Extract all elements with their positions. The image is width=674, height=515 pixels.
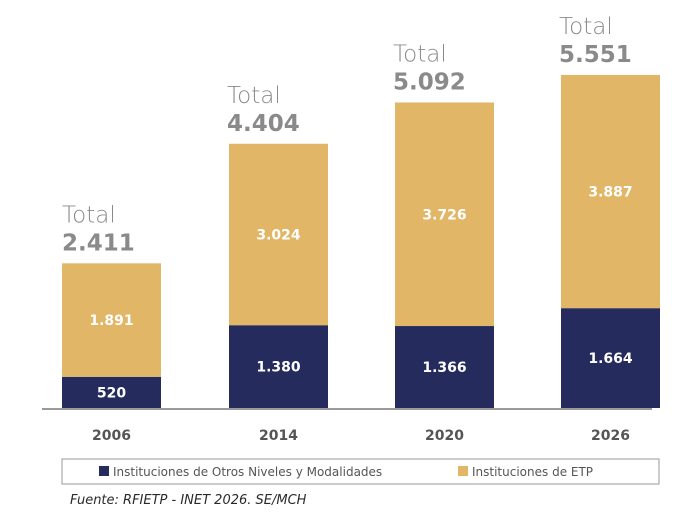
x-tick-label-2014: 2014 (259, 428, 298, 444)
bar-segment-otros-niveles-2026 (561, 308, 660, 408)
bar-segment-etp-2014 (229, 143, 328, 326)
total-value-2026: 5.551 (559, 42, 632, 68)
total-word-2020: Total (393, 41, 447, 67)
legend-label-otros-niveles: Instituciones de Otros Niveles y Modalid… (113, 465, 382, 479)
total-word-2006: Total (62, 202, 116, 228)
source-note: Fuente: RFIETP - INET 2026. SE/MCH (70, 493, 307, 508)
total-word-2026: Total (559, 14, 613, 40)
legend-box (61, 458, 660, 485)
bar-segment-otros-niveles-2014 (229, 325, 328, 408)
total-word-2014: Total (227, 83, 281, 109)
total-value-2020: 5.092 (393, 69, 466, 95)
bar-segment-otros-niveles-2020 (395, 326, 494, 408)
data-label-otros-niveles-2014: 1.380 (256, 360, 301, 376)
x-axis: 2006 2014 2020 2026 (42, 408, 652, 444)
data-label-otros-niveles-2020: 1.366 (422, 360, 466, 376)
data-label-etp-2026: 3.887 (588, 185, 632, 201)
legend: Instituciones de Otros Niveles y Modalid… (61, 458, 660, 485)
total-value-2006: 2.411 (62, 230, 135, 256)
x-tick-label-2020: 2020 (425, 428, 464, 444)
data-label-otros-niveles-2006: 520 (97, 385, 126, 401)
data-label-otros-niveles-2026: 1.664 (588, 351, 633, 367)
bar-segment-otros-niveles-2006 (62, 376, 161, 408)
legend-label-etp: Instituciones de ETP (472, 465, 593, 479)
bar-segment-etp-2006 (62, 263, 161, 377)
data-label-etp-2020: 3.726 (422, 207, 466, 223)
legend-swatch-etp (458, 466, 468, 476)
labels-layer: 5201.891Total2.4111.3803.024Total4.4041.… (62, 14, 633, 401)
bar-segment-etp-2026 (561, 74, 660, 309)
legend-swatch-otros-niveles (99, 466, 109, 476)
x-tick-label-2026: 2026 (591, 428, 630, 444)
data-label-etp-2014: 3.024 (256, 227, 301, 243)
bars-layer (62, 74, 660, 408)
bar-segment-etp-2020 (395, 102, 494, 327)
x-tick-label-2006: 2006 (92, 428, 131, 444)
total-value-2014: 4.404 (227, 111, 300, 137)
data-label-etp-2006: 1.891 (89, 313, 133, 329)
